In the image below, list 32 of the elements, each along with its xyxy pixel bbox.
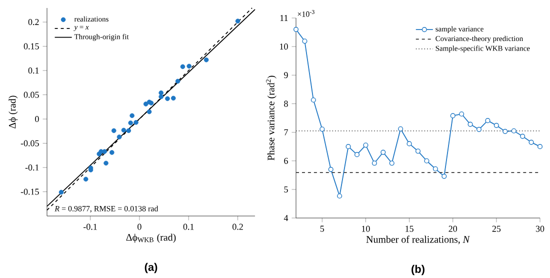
- x-tick-label: 25: [492, 226, 501, 232]
- y-tick-label: 7: [284, 129, 288, 136]
- y-tick-label: 10: [280, 44, 288, 50]
- x-tick-label: 0: [138, 224, 142, 230]
- y-tick-label: -0.1: [25, 164, 39, 171]
- x-tick-label: 30: [536, 226, 544, 232]
- y-tick-label: 0: [35, 116, 39, 122]
- x-axis-title: Number of realizations, N: [366, 236, 470, 244]
- y-tick-label: 9: [284, 72, 288, 78]
- y-tick-label: -0.05: [20, 140, 39, 146]
- y-axis-title: Δϕ (rad): [8, 96, 18, 128]
- y-tick-label: -0.15: [20, 188, 39, 195]
- y-tick-label: 0.1: [28, 67, 39, 74]
- text: (a): [144, 262, 158, 274]
- y-tick-label: 4: [284, 215, 288, 221]
- y-tick-label: 0.05: [24, 92, 39, 98]
- x-tick-label: 0.1: [183, 224, 194, 230]
- y-tick-label: 8: [284, 100, 288, 107]
- y-tick-label: 0.15: [24, 43, 39, 50]
- text: (b): [412, 264, 424, 276]
- y-tick-label: 11: [280, 15, 288, 21]
- x-tick-label: 0.2: [232, 224, 243, 230]
- x-tick-label: 15: [406, 226, 414, 232]
- x-axis-title: Δϕ$_{WKB}$ (rad): [126, 234, 176, 243]
- y-tick-label: 5: [284, 186, 288, 192]
- x-tick-label: -0.1: [84, 224, 97, 230]
- x-tick-label: 20: [448, 226, 458, 232]
- y-tick-label: 0.2: [28, 19, 39, 26]
- y-axis-title: Phase variance (rad$^{2}$): [266, 76, 276, 160]
- y-tick-label: 6: [284, 158, 288, 164]
- x-tick-label: 10: [362, 226, 370, 232]
- x-tick-label: 5: [320, 226, 324, 232]
